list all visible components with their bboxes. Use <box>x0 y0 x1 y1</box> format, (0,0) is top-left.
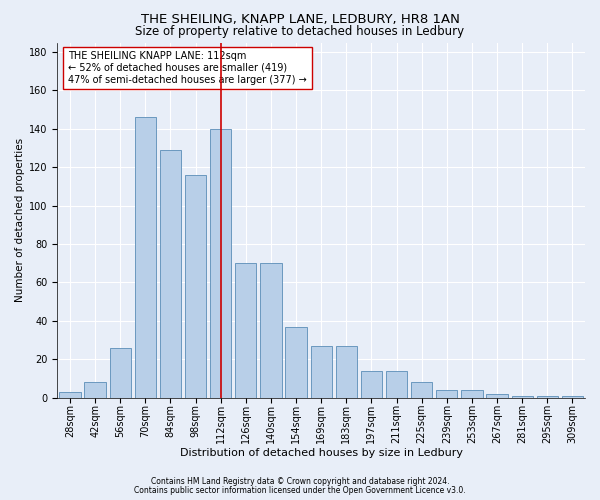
Bar <box>335 346 357 398</box>
Bar <box>512 396 533 398</box>
Bar <box>562 396 583 398</box>
Bar <box>210 129 232 398</box>
Text: Size of property relative to detached houses in Ledbury: Size of property relative to detached ho… <box>136 25 464 38</box>
Bar <box>85 382 106 398</box>
Bar <box>361 370 382 398</box>
X-axis label: Distribution of detached houses by size in Ledbury: Distribution of detached houses by size … <box>179 448 463 458</box>
Bar <box>160 150 181 398</box>
Bar <box>110 348 131 398</box>
Bar <box>235 263 256 398</box>
Bar <box>134 118 156 398</box>
Bar <box>260 263 281 398</box>
Text: Contains HM Land Registry data © Crown copyright and database right 2024.: Contains HM Land Registry data © Crown c… <box>151 478 449 486</box>
Text: THE SHEILING, KNAPP LANE, LEDBURY, HR8 1AN: THE SHEILING, KNAPP LANE, LEDBURY, HR8 1… <box>140 12 460 26</box>
Bar <box>386 370 407 398</box>
Text: THE SHEILING KNAPP LANE: 112sqm
← 52% of detached houses are smaller (419)
47% o: THE SHEILING KNAPP LANE: 112sqm ← 52% of… <box>68 52 307 84</box>
Bar <box>461 390 482 398</box>
Text: Contains public sector information licensed under the Open Government Licence v3: Contains public sector information licen… <box>134 486 466 495</box>
Y-axis label: Number of detached properties: Number of detached properties <box>15 138 25 302</box>
Bar <box>311 346 332 398</box>
Bar <box>536 396 558 398</box>
Bar <box>286 326 307 398</box>
Bar <box>487 394 508 398</box>
Bar <box>411 382 433 398</box>
Bar <box>436 390 457 398</box>
Bar <box>59 392 80 398</box>
Bar <box>185 175 206 398</box>
